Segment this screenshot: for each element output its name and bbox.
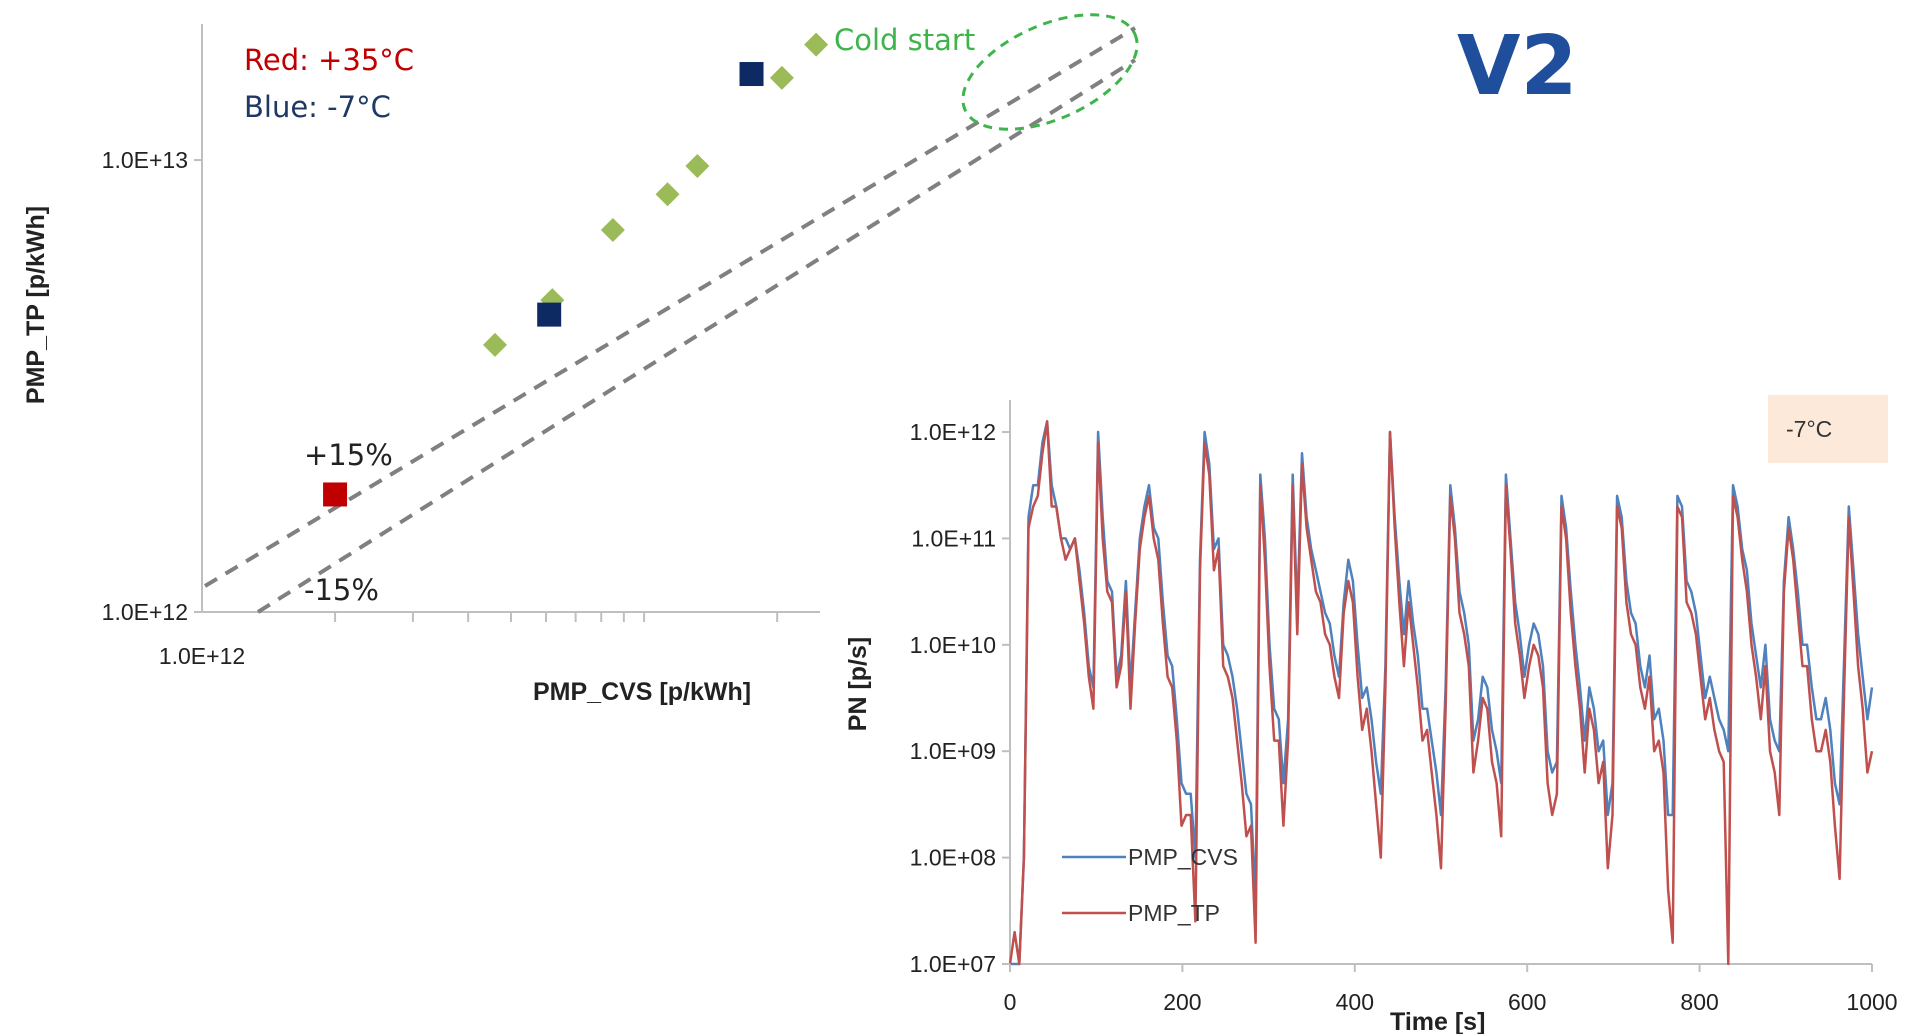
scatter-x-minor-ticks (194, 159, 779, 622)
scatter-point-diamond (655, 182, 680, 207)
ts-x-axis-label: Time [s] (1390, 1008, 1485, 1034)
ts-y-tick-label: 1.0E+07 (910, 951, 996, 977)
band-plus-15-label: +15% (304, 438, 393, 472)
legend-label-cvs: PMP_CVS (1128, 844, 1238, 870)
ts-x-tick-label: 0 (1004, 989, 1017, 1015)
ts-legend: PMP_CVS PMP_TP (1062, 844, 1238, 926)
scatter-chart: 1.0E+12 1.0E+13 1.0E+12 PMP_CVS [p/kWh] PM… (22, 13, 1139, 706)
scatter-point-blue-square (739, 62, 764, 87)
ts-x-tick-label: 400 (1336, 989, 1374, 1015)
ts-x-tick-label: 600 (1508, 989, 1546, 1015)
scatter-point-blue-square (537, 302, 562, 327)
ts-x-tick-label: 800 (1680, 989, 1718, 1015)
ts-y-tick-label: 1.0E+09 (910, 738, 996, 764)
ts-y-tick-label: 1.0E+11 (911, 525, 996, 551)
scatter-point-diamond (804, 32, 829, 57)
scatter-x-tick-label: 1.0E+12 (159, 643, 245, 669)
scatter-bands (203, 26, 1137, 614)
note-red: Red: +35°C (244, 43, 414, 77)
band-line-minus-15 (256, 58, 1137, 614)
ts-x-tick-label: 200 (1163, 989, 1201, 1015)
temperature-badge (1768, 395, 1888, 463)
timeseries-chart: 1.0E+07 1.0E+08 1.0E+09 1.0E+10 1.0E+11 1.0E+… (844, 395, 1898, 1034)
cold-start-ellipse (961, 13, 1139, 131)
ts-series-lines (1008, 420, 1874, 966)
ts-y-tick-label: 1.0E+08 (910, 845, 996, 871)
temperature-badge-label: -7°C (1786, 416, 1832, 442)
scatter-y-tick-label: 1.0E+13 (102, 147, 188, 173)
ts-tick-labels: 1.0E+07 1.0E+08 1.0E+09 1.0E+10 1.0E+11 1.0E+… (910, 419, 1898, 1015)
ts-background (1010, 400, 1872, 964)
scatter-point-diamond (482, 332, 507, 357)
ts-y-tick-label: 1.0E+10 (910, 632, 996, 658)
ts-y-axis-label: PN [p/s] (844, 637, 872, 731)
scatter-point-diamond (685, 154, 710, 179)
band-line-plus-15 (203, 26, 1137, 588)
scatter-x-axis-label: PMP_CVS [p/kWh] (533, 678, 751, 706)
scatter-band-lines (203, 26, 1137, 614)
ts-series-pmp-tp (1008, 420, 1874, 966)
note-blue: Blue: -7°C (244, 90, 391, 124)
ts-x-tick-label: 1000 (1846, 989, 1897, 1015)
band-minus-15-label: -15% (304, 573, 379, 607)
ts-y-tick-label: 1.0E+12 (910, 419, 996, 445)
legend-label-tp: PMP_TP (1128, 900, 1220, 926)
scatter-y-axis-label: PMP_TP [p/kWh] (22, 206, 50, 404)
scatter-points (323, 32, 829, 507)
scatter-point-diamond (600, 218, 625, 243)
v2-label: V2 (1457, 19, 1578, 114)
cold-start-label: Cold start (834, 23, 975, 57)
scatter-point-red-square (323, 482, 348, 507)
scatter-y-tick-label: 1.0E+12 (102, 599, 188, 625)
scatter-tick-labels: 1.0E+12 1.0E+13 1.0E+12 (102, 147, 246, 669)
scatter-point-diamond (769, 65, 794, 90)
